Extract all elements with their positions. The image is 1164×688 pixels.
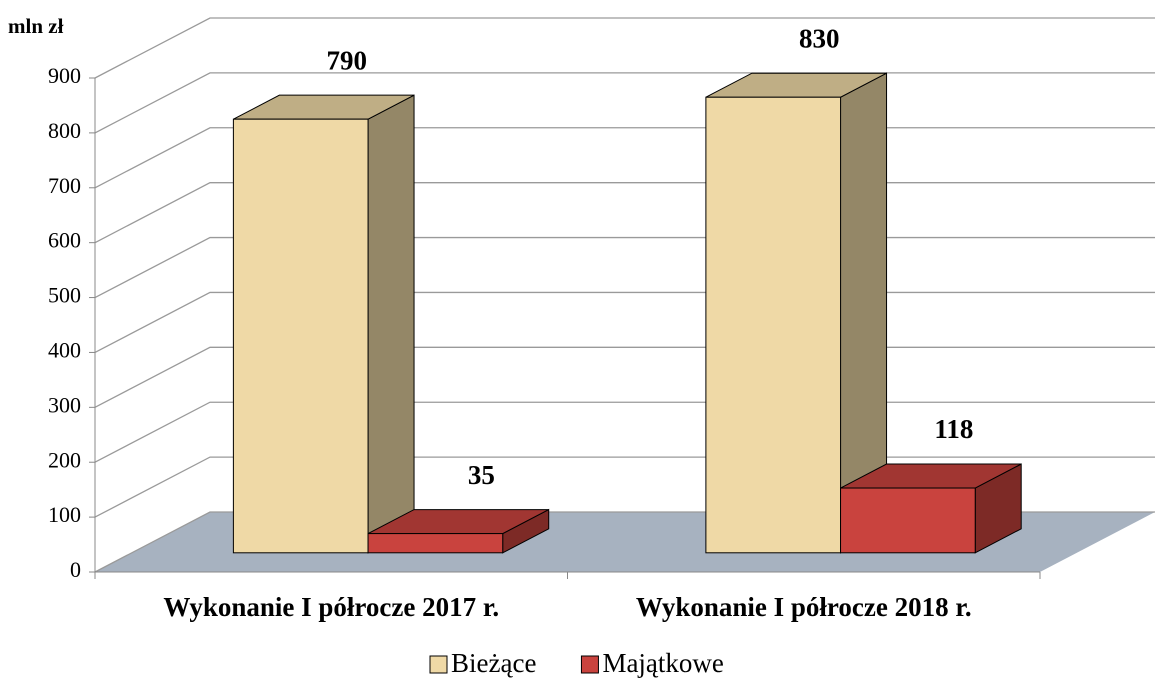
data-label: 790 [326, 45, 367, 75]
y-tick-label: 400 [48, 337, 81, 362]
bar [232, 118, 369, 554]
bar-side [367, 94, 415, 554]
y-tick-label: 0 [70, 557, 81, 582]
bar [705, 96, 842, 554]
data-label: 35 [468, 460, 495, 490]
y-tick-label: 900 [48, 63, 81, 88]
data-label: 118 [934, 414, 973, 444]
y-tick-label: 500 [48, 283, 81, 308]
y-tick-label: 100 [48, 502, 81, 527]
grid-line [94, 17, 1155, 79]
y-axis-label: mln zł [8, 14, 64, 38]
legend-label: Bieżące [451, 648, 536, 678]
bar [840, 487, 976, 554]
legend-swatch [429, 655, 448, 674]
y-tick-label: 200 [48, 447, 81, 472]
y-tick-label: 700 [48, 173, 81, 198]
x-tick-label: Wykonanie I półrocze 2017 r. [163, 592, 499, 622]
y-tick-label: 600 [48, 228, 81, 253]
bar [367, 533, 504, 554]
x-tick-label: Wykonanie I półrocze 2018 r. [636, 592, 972, 622]
y-tick-label: 800 [48, 118, 81, 143]
y-tick-label: 300 [48, 392, 81, 417]
data-label: 830 [799, 23, 840, 53]
legend-swatch [580, 655, 599, 674]
legend-label: Majątkowe [602, 648, 723, 678]
